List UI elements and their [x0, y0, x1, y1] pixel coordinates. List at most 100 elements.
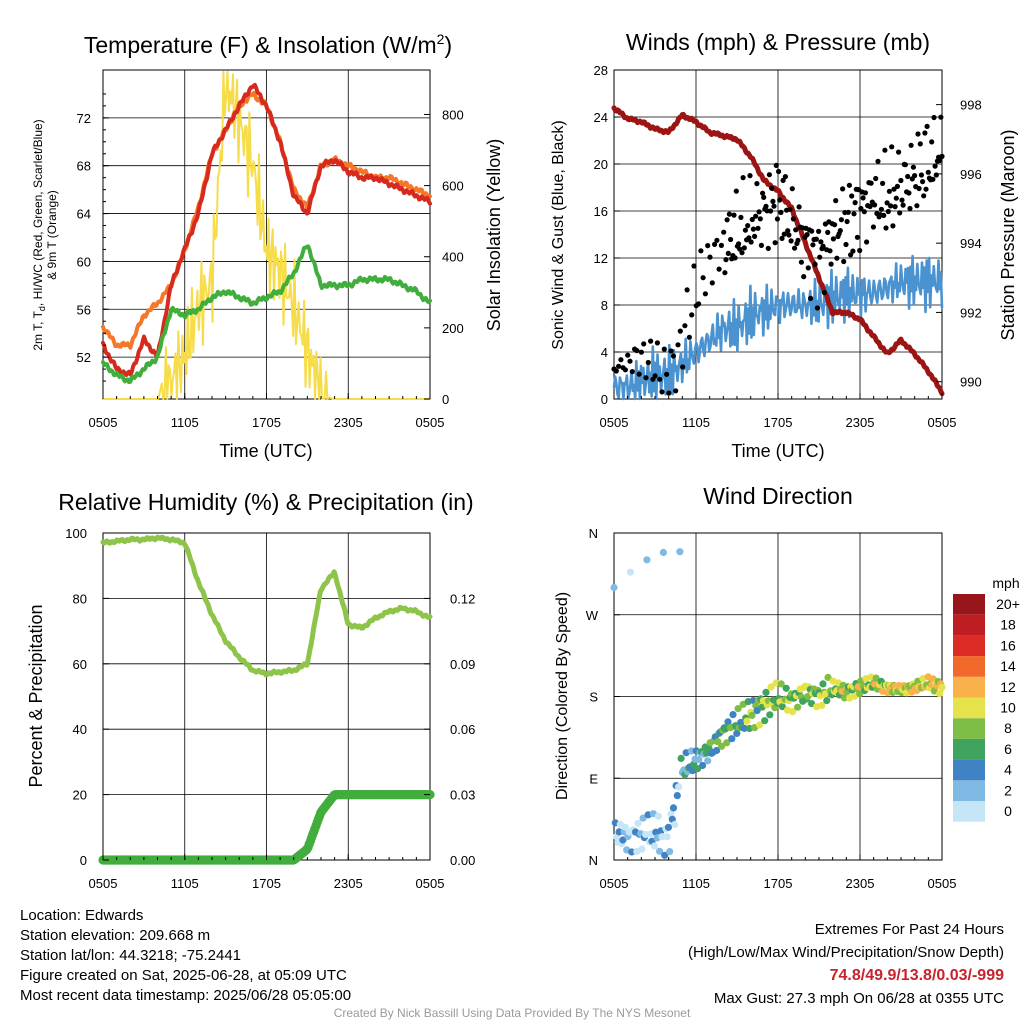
direction-point: [713, 746, 721, 755]
gust-point: [774, 216, 781, 222]
gust-point: [870, 224, 877, 230]
sonic-wind-line: [612, 254, 944, 401]
gust-point: [754, 181, 760, 187]
gust-point: [645, 359, 651, 366]
direction-point: [733, 729, 741, 738]
gust-point: [725, 250, 731, 256]
y-tick-label: 28: [594, 63, 608, 78]
y2-tick-label: 0.00: [450, 853, 475, 868]
speed-legend: 0 2 4 6 8 10 12 14 16 18 20+: [953, 594, 1020, 822]
legend-label: 6: [1004, 741, 1012, 757]
gust-point: [634, 348, 640, 354]
gust-point: [761, 194, 767, 200]
y-tick-label: 40: [73, 722, 87, 737]
direction-point: [654, 812, 662, 820]
most-recent-timestamp: Most recent data timestamp: 2025/06/28 0…: [20, 987, 352, 1004]
x-tick-label: 1105: [682, 415, 710, 430]
direction-point: [819, 680, 827, 688]
direction-point: [789, 708, 797, 716]
x-tick-label: 1705: [764, 415, 793, 430]
y-tick-label: N: [589, 526, 598, 541]
direction-point: [677, 754, 685, 763]
gust-point: [812, 261, 818, 267]
gust-point: [910, 164, 917, 170]
gust-point: [718, 242, 725, 248]
y-tick-label: E: [589, 771, 598, 786]
gust-point: [881, 212, 887, 218]
y-tick-label: 24: [594, 110, 608, 125]
legend-swatch: [953, 801, 985, 822]
gust-point: [846, 182, 853, 188]
gust-point: [837, 228, 843, 234]
humidity-title: Relative Humidity (%) & Precipitation (i…: [58, 489, 473, 515]
direction-point: [659, 548, 668, 557]
gust-point: [915, 131, 921, 137]
y2-tick-label: 0.03: [450, 788, 475, 803]
gust-point: [805, 265, 811, 271]
gust-point: [882, 147, 888, 153]
y-tick-label: N: [589, 853, 598, 868]
gust-point: [675, 342, 681, 348]
gust-point: [779, 235, 785, 241]
gust-point: [778, 209, 784, 215]
direction-point: [658, 833, 666, 841]
direction-point: [675, 783, 683, 791]
gust-point: [820, 243, 826, 249]
y-tick-label: W: [586, 608, 599, 623]
gust-point: [705, 243, 711, 249]
direction-point: [823, 697, 831, 705]
gust-point: [748, 239, 754, 245]
gust-point: [840, 186, 846, 192]
extremes-title: Extremes For Past 24 Hours: [814, 921, 1004, 938]
gust-point: [939, 153, 945, 159]
gust-point: [741, 245, 747, 251]
gust-point: [721, 229, 727, 235]
gust-point: [736, 241, 742, 247]
gust-point: [661, 346, 667, 352]
y-tick-label: 100: [65, 526, 87, 541]
x-tick-label: 1705: [252, 415, 281, 430]
gust-point: [858, 205, 864, 212]
gust-point: [731, 212, 737, 218]
direction-point: [661, 851, 669, 859]
figure-created: Figure created on Sat, 2025-06-28, at 05…: [20, 967, 347, 984]
direction-point: [664, 823, 673, 831]
legend-label: 12: [1000, 679, 1016, 695]
legend-label: 2: [1004, 782, 1012, 798]
temperature-ylabel-line2: & 9m T (Orange): [45, 190, 59, 280]
gust-point: [673, 388, 679, 394]
direction-point: [610, 583, 618, 592]
direction-point: [794, 703, 802, 711]
winds-xlabel: Time (UTC): [731, 441, 824, 461]
gust-point: [932, 163, 938, 169]
x-tick-label: 0505: [89, 415, 118, 430]
legend-swatch: [953, 759, 985, 781]
gust-point: [845, 209, 851, 215]
y2-tick-label: 990: [960, 375, 982, 390]
direction-point: [782, 684, 790, 692]
direction-point: [673, 792, 681, 800]
gust-point: [700, 275, 706, 281]
gust-point: [757, 216, 763, 222]
legend-label: 0: [1004, 803, 1012, 819]
gust-point: [843, 241, 849, 248]
temperature-title: Temperature (F) & Insolation (W/m2): [84, 31, 452, 58]
gust-point: [938, 114, 944, 120]
gust-point: [746, 235, 752, 241]
gust-point: [892, 204, 898, 210]
x-tick-label: 2305: [846, 876, 875, 891]
y-tick-label: 8: [601, 298, 608, 313]
gust-point: [771, 203, 777, 209]
y2-tick-label: 0: [442, 392, 449, 407]
gust-point: [864, 239, 870, 245]
gust-point: [905, 173, 911, 180]
gust-point: [801, 274, 807, 280]
x-tick-label: 1705: [252, 876, 281, 891]
legend-swatch: [953, 718, 985, 739]
direction-point: [718, 742, 726, 750]
gust-point: [898, 177, 904, 184]
y-tick-label: 12: [594, 251, 608, 266]
gust-point: [931, 114, 937, 121]
x-tick-label: 1105: [682, 876, 710, 891]
gust-point: [793, 227, 799, 233]
